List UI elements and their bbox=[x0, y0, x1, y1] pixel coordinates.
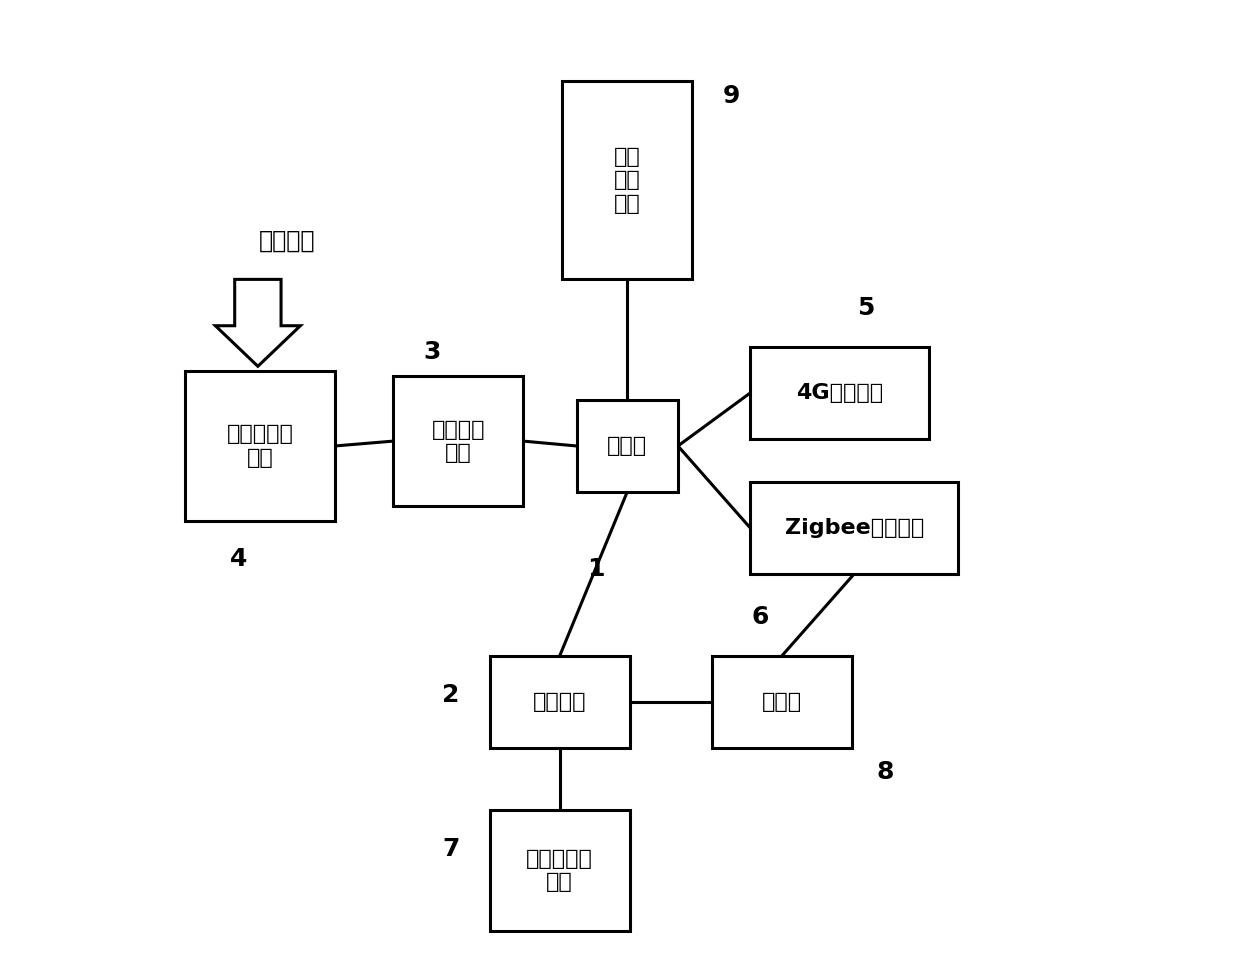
FancyBboxPatch shape bbox=[577, 400, 678, 492]
Text: 单片机: 单片机 bbox=[608, 436, 647, 456]
Text: 数据
存储
单元: 数据 存储 单元 bbox=[614, 147, 641, 213]
Text: 1: 1 bbox=[587, 557, 605, 581]
FancyBboxPatch shape bbox=[750, 347, 929, 438]
Text: Zigbee通讯模块: Zigbee通讯模块 bbox=[785, 518, 924, 538]
FancyBboxPatch shape bbox=[562, 82, 692, 280]
FancyBboxPatch shape bbox=[186, 371, 335, 521]
Text: 2: 2 bbox=[443, 683, 460, 706]
Text: 6: 6 bbox=[751, 606, 769, 629]
Text: 4: 4 bbox=[229, 547, 247, 572]
FancyBboxPatch shape bbox=[490, 656, 630, 748]
Text: 8: 8 bbox=[877, 760, 894, 784]
Text: 太阳辐射: 太阳辐射 bbox=[259, 229, 315, 253]
Polygon shape bbox=[216, 280, 300, 366]
Text: 9: 9 bbox=[723, 84, 740, 108]
Text: 蓄电池: 蓄电池 bbox=[761, 692, 802, 712]
Text: 电源模块: 电源模块 bbox=[533, 692, 587, 712]
Text: 7: 7 bbox=[443, 837, 460, 861]
Text: 太阳能发电
模块: 太阳能发电 模块 bbox=[526, 849, 593, 892]
FancyBboxPatch shape bbox=[393, 376, 523, 506]
Text: 5: 5 bbox=[858, 296, 875, 320]
FancyBboxPatch shape bbox=[712, 656, 852, 748]
FancyBboxPatch shape bbox=[750, 482, 959, 574]
Text: 4G通信模块: 4G通信模块 bbox=[796, 383, 883, 403]
Text: 信息处理
单元: 信息处理 单元 bbox=[432, 420, 485, 463]
Text: 3: 3 bbox=[423, 340, 440, 364]
Text: 太阳辐射传
感器: 太阳辐射传 感器 bbox=[227, 425, 294, 468]
FancyBboxPatch shape bbox=[490, 810, 630, 931]
